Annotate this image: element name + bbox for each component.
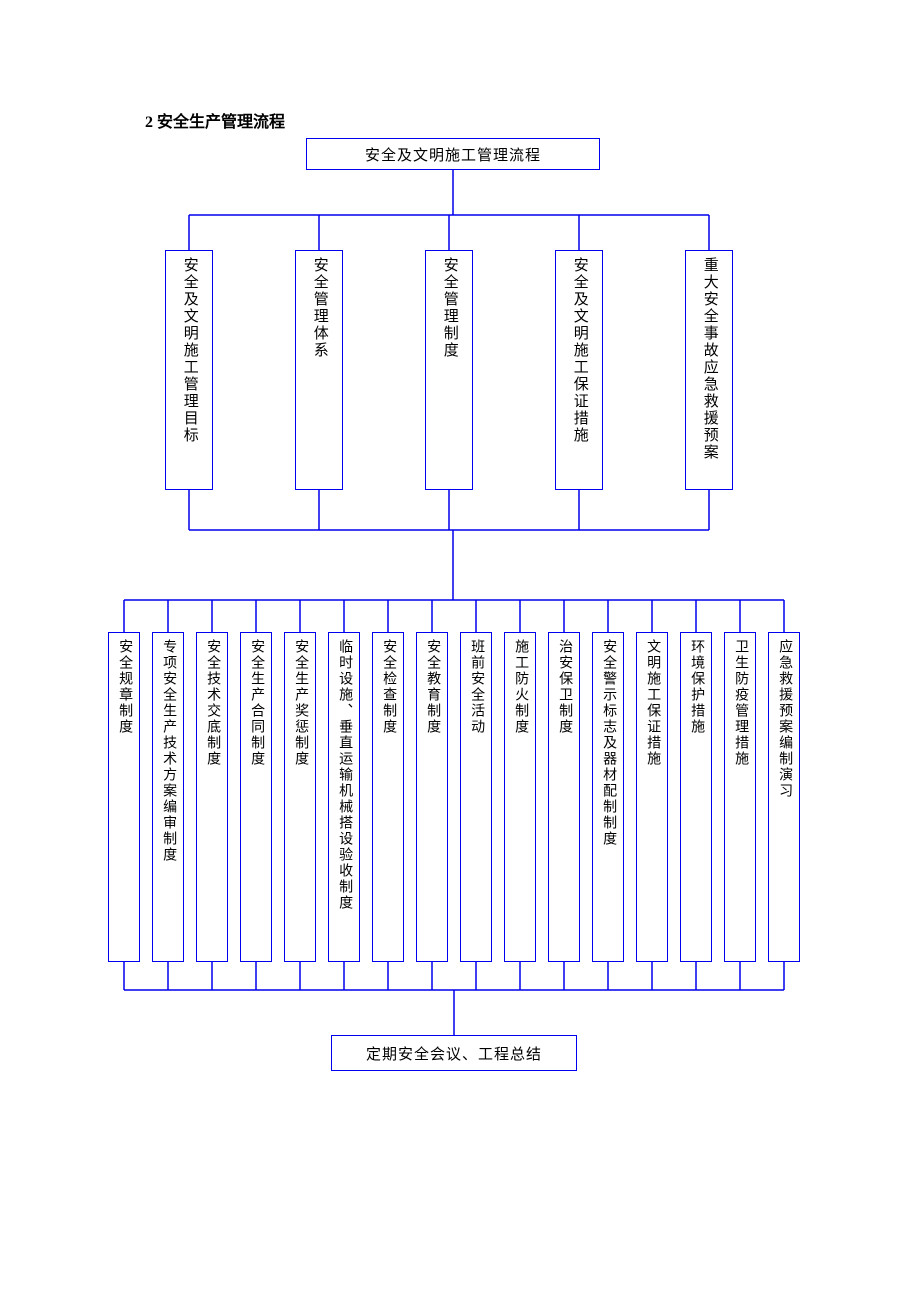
leaf-node-5: 临时设施、垂直运输机械搭设验收制度 <box>328 632 360 962</box>
mid-node-2: 安全管理制度 <box>425 250 473 490</box>
leaf-node-15: 应急救援预案编制演习 <box>768 632 800 962</box>
leaf-node-13: 环境保护措施 <box>680 632 712 962</box>
leaf-node-10: 治安保卫制度 <box>548 632 580 962</box>
leaf-node-7: 安全教育制度 <box>416 632 448 962</box>
bottom-node: 定期安全会议、工程总结 <box>331 1035 577 1071</box>
leaf-node-2: 安全技术交底制度 <box>196 632 228 962</box>
mid-node-0: 安全及文明施工管理目标 <box>165 250 213 490</box>
root-node: 安全及文明施工管理流程 <box>306 138 600 170</box>
leaf-node-11: 安全警示标志及器材配制制度 <box>592 632 624 962</box>
leaf-node-0: 安全规章制度 <box>108 632 140 962</box>
leaf-node-3: 安全生产合同制度 <box>240 632 272 962</box>
mid-node-3: 安全及文明施工保证措施 <box>555 250 603 490</box>
leaf-node-4: 安全生产奖惩制度 <box>284 632 316 962</box>
leaf-node-14: 卫生防疫管理措施 <box>724 632 756 962</box>
leaf-node-9: 施工防火制度 <box>504 632 536 962</box>
leaf-node-1: 专项安全生产技术方案编审制度 <box>152 632 184 962</box>
page-title: 2 安全生产管理流程 <box>145 108 285 132</box>
mid-node-1: 安全管理体系 <box>295 250 343 490</box>
leaf-node-8: 班前安全活动 <box>460 632 492 962</box>
mid-node-4: 重大安全事故应急救援预案 <box>685 250 733 490</box>
leaf-node-12: 文明施工保证措施 <box>636 632 668 962</box>
leaf-node-6: 安全检查制度 <box>372 632 404 962</box>
